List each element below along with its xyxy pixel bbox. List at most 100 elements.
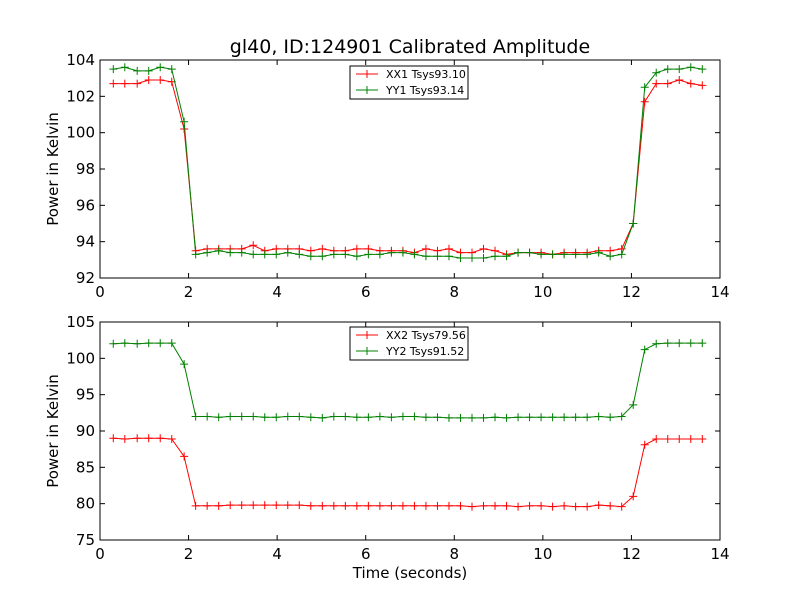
y-tick-label: 100	[66, 124, 95, 142]
data-point	[260, 413, 269, 422]
data-point	[652, 434, 661, 443]
data-point	[675, 75, 684, 84]
legend-box-bottom	[349, 326, 469, 361]
data-point	[686, 79, 695, 88]
data-point	[571, 413, 580, 422]
data-point	[410, 501, 419, 510]
data-point	[375, 501, 384, 510]
data-point	[617, 250, 626, 259]
legend-label-xx2: XX2 Tsys79.56	[386, 329, 466, 342]
data-point	[375, 412, 384, 421]
data-point	[120, 339, 129, 348]
x-tick-label: 6	[361, 545, 371, 563]
data-point	[329, 412, 338, 421]
data-point	[191, 501, 200, 510]
data-point	[548, 413, 557, 422]
x-tick-label: 4	[272, 545, 282, 563]
data-point	[421, 413, 430, 422]
series-bottom-0	[109, 434, 707, 511]
data-point	[133, 339, 142, 348]
data-point	[491, 501, 500, 510]
data-point	[537, 501, 546, 510]
data-point	[686, 63, 695, 72]
data-point	[433, 252, 442, 261]
data-point	[629, 400, 638, 409]
data-point	[398, 248, 407, 257]
data-point	[249, 241, 258, 250]
data-point	[249, 412, 258, 421]
y-tick-label: 95	[76, 386, 95, 404]
subplot-bottom: Power in Kelvin Time (seconds) 0 2 4 6 8 10 12…	[44, 313, 730, 582]
x-tick-label: 8	[450, 545, 460, 563]
data-point	[398, 412, 407, 421]
data-point	[352, 244, 361, 253]
data-point	[237, 501, 246, 510]
data-point	[144, 339, 153, 348]
legend-label-yy2: YY2 Tsys91.52	[385, 345, 464, 358]
data-point	[387, 501, 396, 510]
data-point	[133, 79, 142, 88]
data-point	[525, 501, 534, 510]
data-point	[387, 248, 396, 257]
data-point	[352, 501, 361, 510]
x-tick-label: 10	[533, 545, 552, 563]
data-point	[571, 502, 580, 511]
data-point	[341, 412, 350, 421]
data-point	[514, 502, 523, 511]
data-point	[180, 452, 189, 461]
data-point	[444, 252, 453, 261]
data-point	[203, 412, 212, 421]
data-point	[214, 501, 223, 510]
data-point	[144, 66, 153, 75]
data-point	[167, 339, 176, 348]
y-tick-label: 80	[76, 495, 95, 513]
data-point	[272, 413, 281, 422]
data-point	[410, 412, 419, 421]
data-point	[640, 97, 649, 106]
data-point	[237, 412, 246, 421]
series-bottom-1	[109, 339, 707, 422]
data-point	[421, 501, 430, 510]
legend-label-yy1: YY1 Tsys93.14	[385, 84, 464, 97]
data-point	[156, 339, 165, 348]
data-point	[410, 250, 419, 259]
data-point	[629, 492, 638, 501]
data-point	[352, 252, 361, 261]
data-point	[133, 66, 142, 75]
data-point	[120, 63, 129, 72]
data-point	[318, 252, 327, 261]
data-point	[675, 65, 684, 74]
data-point	[191, 412, 200, 421]
x-tick-label: 0	[95, 545, 105, 563]
series-top-1	[109, 63, 707, 263]
data-point	[479, 244, 488, 253]
data-point	[375, 250, 384, 259]
data-point	[180, 117, 189, 126]
series-line-top-0	[113, 79, 703, 255]
data-point	[156, 63, 165, 72]
legend-label-xx1: XX1 Tsys93.10	[386, 68, 466, 81]
data-point	[698, 65, 707, 74]
x-axis-label-bottom: Time (seconds)	[352, 564, 468, 582]
data-point	[364, 501, 373, 510]
data-point	[491, 252, 500, 261]
data-point	[398, 501, 407, 510]
data-point	[167, 65, 176, 74]
data-point	[156, 434, 165, 443]
data-point	[318, 501, 327, 510]
data-point	[652, 79, 661, 88]
data-point	[191, 250, 200, 259]
y-tick-label: 102	[66, 87, 95, 105]
y-tick-label: 75	[76, 531, 95, 549]
chart-title: gl40, ID:124901 Calibrated Amplitude	[230, 36, 590, 58]
data-point	[295, 412, 304, 421]
data-point	[594, 412, 603, 421]
data-point	[583, 250, 592, 259]
y-tick-label: 96	[76, 196, 95, 214]
data-point	[156, 75, 165, 84]
data-point	[675, 434, 684, 443]
y-tick-label: 90	[76, 422, 95, 440]
data-point	[109, 339, 118, 348]
x-tick-label: 0	[95, 283, 105, 301]
